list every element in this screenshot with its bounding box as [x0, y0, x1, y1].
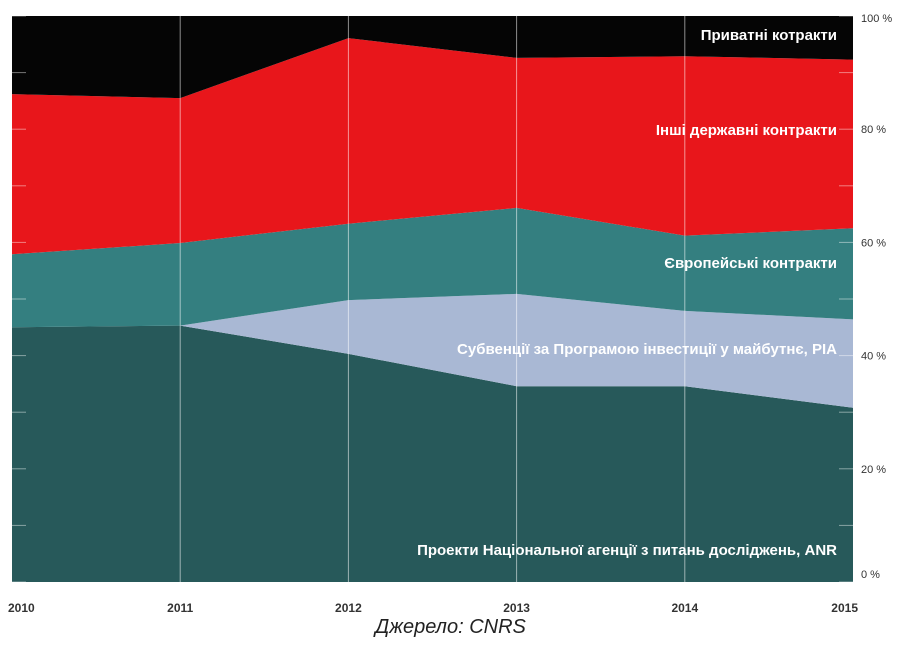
y-tick-label: 60 %	[861, 237, 886, 249]
x-tick-label: 2010	[8, 601, 35, 615]
y-tick-label: 80 %	[861, 124, 886, 136]
y-tick-label: 0 %	[861, 569, 880, 581]
y-tick-label: 20 %	[861, 464, 886, 476]
x-tick-label: 2012	[335, 601, 362, 615]
series-label-0: Проекти Національної агенції з питань до…	[417, 542, 837, 559]
series-label-2: Європейські контракти	[664, 255, 837, 272]
x-tick-label: 2014	[671, 601, 698, 615]
x-tick-label: 2015	[831, 601, 858, 615]
area-series-4	[12, 16, 853, 99]
area-series-0	[12, 325, 853, 582]
area-series-1	[12, 293, 853, 408]
x-tick-label: 2013	[503, 601, 530, 615]
series-label-3: Інші державні контракти	[656, 122, 837, 139]
series-label-1: Субвенції за Програмою інвестиції у майб…	[457, 341, 837, 358]
source-note: Джерело: CNRS	[375, 616, 526, 638]
y-tick-label: 100 %	[861, 13, 892, 25]
area-series-2	[12, 207, 853, 328]
series-label-4: Приватні котракти	[701, 27, 837, 44]
area-series-3	[12, 38, 853, 255]
x-tick-label: 2011	[167, 601, 193, 615]
y-tick-label: 40 %	[861, 351, 886, 363]
